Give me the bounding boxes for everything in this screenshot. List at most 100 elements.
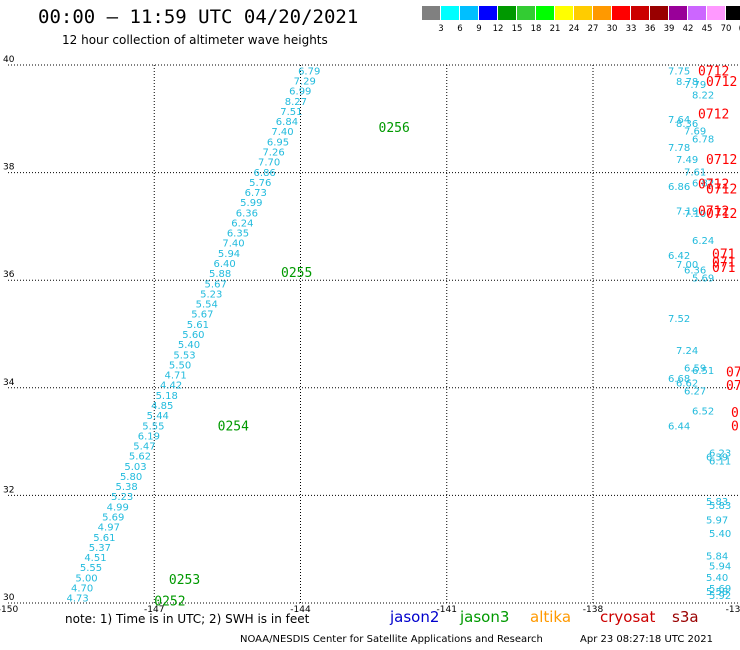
pass-time-label: 0712 [698,64,729,79]
pass-time-label: 0252 [154,594,185,609]
legend-label: (ft) [730,24,740,34]
pass-time-label: 071 [712,261,735,276]
swh-value-label: 5.94 [709,561,731,572]
swh-value-label: 6.86 [254,168,276,179]
legend-label: 36 [644,24,656,34]
swh-value-label: 7.75 [668,66,690,77]
pass-time-label: 0256 [379,121,410,136]
swh-value-label: 7.70 [258,158,280,169]
swh-value-label: 6.82 [692,178,714,189]
legend-label: 9 [476,24,482,34]
pass-time-label: 0255 [281,266,312,281]
swh-value-label: 5.83 [706,497,728,508]
swh-value-label: 5.61 [187,320,209,331]
pass-time-label: 0712 [706,207,737,222]
legend-label: 18 [530,24,542,34]
swh-value-label: 6.51 [692,366,714,377]
pass-time-label: 07 [726,366,740,381]
y-tick-label: 34 [3,378,15,388]
x-tick-label: -141 [437,605,457,615]
timestamp-text: Apr 23 08:27:18 UTC 2021 [580,634,713,645]
swh-value-label: 5.76 [249,178,271,189]
legend-swatch [593,6,611,20]
pass-time-label: 0254 [218,419,249,434]
legend-swatch [669,6,687,20]
swh-value-label: 7.19 [676,206,698,217]
legend-label: 27 [587,24,599,34]
swh-value-label: 7.64 [668,115,690,126]
swh-value-label: 5.67 [205,279,227,290]
swh-value-label: 4.51 [84,553,106,564]
swh-value-label: 6.78 [692,135,714,146]
footer-note: note: 1) Time is in UTC; 2) SWH is in fe… [65,612,310,626]
swh-value-label: 7.51 [280,107,302,118]
legend-swatch [612,6,630,20]
pass-time-label: 0 [731,419,739,434]
swh-value-label: 6.86 [668,182,690,193]
swh-value-label: 6.11 [709,456,731,467]
swh-value-label: 5.80 [120,472,142,483]
swh-value-label: 5.54 [196,300,218,311]
swh-value-label: 5.47 [133,442,155,453]
swh-value-label: 8.36 [676,119,698,130]
swh-value-label: 8.78 [676,77,698,88]
swh-value-label: 5.40 [178,340,200,351]
y-tick-label: 38 [3,163,15,173]
swh-value-label: 6.99 [289,87,311,98]
legend-swatch [460,6,478,20]
swh-value-label: 5.55 [142,421,164,432]
mission-s3a: s3a [672,608,699,626]
swh-value-label: 5.18 [156,391,178,402]
swh-value-label: 7.69 [684,127,706,138]
mission-cryosat: cryosat [600,608,656,626]
pass-time-label: 0712 [698,177,729,192]
legend-swatch [707,6,725,20]
swh-value-label: 7.40 [271,127,293,138]
swh-value-label: 5.62 [129,452,151,463]
legend-label: 21 [549,24,561,34]
swh-value-label: 5.58 [706,587,728,598]
swh-value-label: 5.94 [218,249,240,260]
swh-value-label: 7.24 [676,346,698,357]
swh-value-label: 6.36 [684,265,706,276]
swh-value-label: 6.27 [684,386,706,397]
y-tick-label: 40 [3,55,15,65]
swh-value-label: 5.67 [191,310,213,321]
swh-value-label: 5.99 [240,198,262,209]
chart-subtitle: 12 hour collection of altimeter wave hei… [62,33,328,47]
pass-time-label: 0253 [169,573,200,588]
swh-value-label: 5.23 [111,492,133,503]
legend-swatch [536,6,554,20]
swh-value-label: 4.73 [67,594,89,605]
legend-label: 30 [606,24,618,34]
swh-value-label: 7.79 [684,80,706,91]
swh-value-label: 6.95 [267,137,289,148]
swh-value-label: 4.70 [71,583,93,594]
x-tick-label: -150 [0,605,18,615]
swh-value-label: 4.85 [151,401,173,412]
x-tick-label: -138 [583,605,604,615]
credit-text: NOAA/NESDIS Center for Satellite Applica… [240,634,543,645]
legend-label: 3 [438,24,444,34]
swh-value-label: 6.79 [298,66,320,77]
swh-value-label: 5.38 [115,482,137,493]
swh-value-label: 6.59 [684,363,706,374]
swh-value-label: 5.84 [706,552,728,563]
swh-value-label: 7.61 [684,168,706,179]
swh-value-label: 4.99 [107,502,129,513]
x-tick-label: -13 [726,605,740,615]
swh-value-label: 6.40 [213,259,235,270]
swh-value-label: 8.27 [285,97,307,108]
swh-value-label: 6.19 [138,431,160,442]
swh-value-label: 4.42 [160,381,182,392]
swh-value-label: 7.40 [222,239,244,250]
y-tick-label: 32 [3,485,14,495]
legend-swatch [555,6,573,20]
mission-jason2: jason2 [390,608,440,626]
swh-value-label: 6.62 [676,378,698,389]
swh-value-label: 8.22 [692,91,714,102]
y-tick-label: 36 [3,270,15,280]
swh-value-label: 5.23 [200,289,222,300]
swh-value-label: 6.24 [231,218,253,229]
